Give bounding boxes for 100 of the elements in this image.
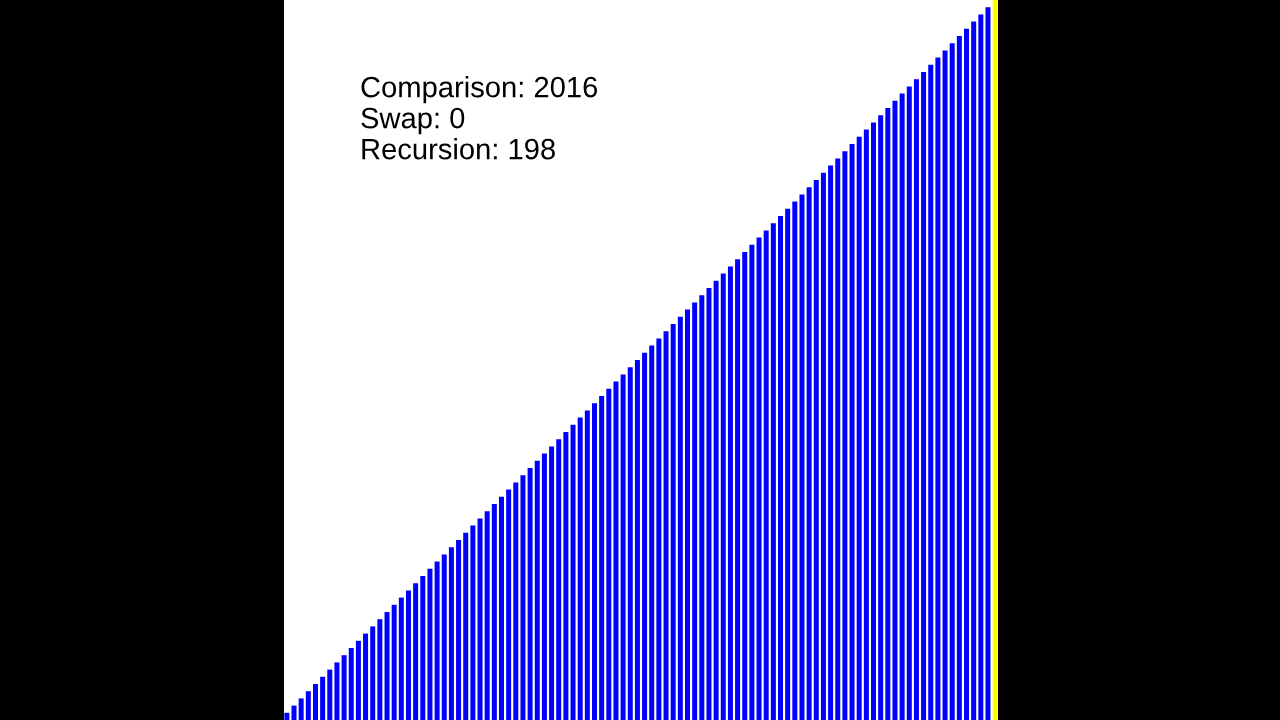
- bar: [627, 367, 633, 720]
- bar: [828, 165, 834, 720]
- bar: [563, 432, 569, 720]
- annotation: Recursion: 198: [362, 138, 555, 160]
- bar: [971, 21, 977, 720]
- bar: [498, 496, 504, 720]
- bar: [942, 50, 948, 720]
- bar: [549, 446, 555, 720]
- bar: [785, 208, 791, 720]
- bar: [541, 453, 547, 720]
- bar: [327, 669, 333, 720]
- bar: [892, 100, 898, 720]
- bar: [577, 417, 583, 720]
- bar: [692, 302, 698, 720]
- bar: [913, 79, 919, 720]
- bar: [355, 640, 361, 720]
- bar: [448, 547, 454, 720]
- bar: [871, 122, 877, 720]
- bar: [713, 280, 719, 720]
- bar: [599, 396, 605, 720]
- bar: [799, 194, 805, 720]
- bar: [699, 295, 705, 720]
- bar: [441, 554, 447, 720]
- bar: [685, 309, 691, 720]
- bar: [384, 612, 390, 720]
- bar: [756, 237, 762, 720]
- bar: [820, 172, 826, 720]
- bar: [634, 360, 640, 720]
- bar: [291, 705, 297, 720]
- bar: [885, 108, 891, 720]
- bar: [584, 410, 590, 720]
- bar: [792, 201, 798, 720]
- bar: [491, 504, 497, 720]
- bar: [456, 540, 462, 720]
- bar: [305, 691, 311, 720]
- bar: [298, 698, 304, 720]
- bar: [770, 223, 776, 720]
- bar: [863, 129, 869, 720]
- bar: [620, 374, 626, 720]
- bar: [949, 43, 955, 720]
- bar: [520, 475, 526, 720]
- bar: [377, 619, 383, 720]
- bar: [806, 187, 812, 720]
- bar: [670, 324, 676, 720]
- bar: [477, 518, 483, 720]
- bar: [613, 381, 619, 720]
- bar: [849, 144, 855, 720]
- bar: [434, 561, 440, 720]
- bar: [506, 489, 512, 720]
- bar: [899, 93, 905, 720]
- bar: [835, 158, 841, 720]
- bar: [341, 655, 347, 720]
- bar: [985, 7, 991, 720]
- bar: [398, 597, 404, 720]
- bar: [370, 626, 376, 720]
- bar: [813, 180, 819, 720]
- bar: [956, 36, 962, 720]
- bar: [391, 604, 397, 720]
- annotation: Comparison: 2016: [361, 76, 598, 104]
- bar: [677, 316, 683, 720]
- bar: [470, 525, 476, 720]
- bar: [348, 648, 354, 720]
- bar: [842, 151, 848, 720]
- bar: [878, 115, 884, 720]
- bar: [978, 14, 984, 720]
- bar: [992, 0, 998, 720]
- bar: [320, 676, 326, 720]
- bar: [606, 388, 612, 720]
- bar: [856, 136, 862, 720]
- bar: [556, 439, 562, 720]
- bar: [663, 331, 669, 720]
- bar: [484, 511, 490, 720]
- bar: [284, 712, 290, 720]
- bar: [363, 633, 369, 720]
- bar: [420, 576, 426, 720]
- bar: [334, 662, 340, 720]
- bar: [312, 684, 318, 720]
- bar: [742, 252, 748, 720]
- bar: [513, 482, 519, 720]
- bar: [463, 532, 469, 720]
- bar: [964, 28, 970, 720]
- bar: [649, 345, 655, 720]
- bar: [427, 568, 433, 720]
- annotation: Swap: 0: [361, 107, 465, 135]
- bar: [642, 352, 648, 720]
- bar: [935, 57, 941, 720]
- bar: [720, 273, 726, 720]
- bar: [656, 338, 662, 720]
- bar: [413, 583, 419, 720]
- bar: [534, 460, 540, 720]
- bar: [735, 259, 741, 720]
- bar: [921, 72, 927, 720]
- bar: [749, 244, 755, 720]
- bar: [906, 86, 912, 720]
- bar: [591, 403, 597, 720]
- bar: [778, 216, 784, 720]
- bar: [928, 64, 934, 720]
- bar: [727, 266, 733, 720]
- bar: [706, 288, 712, 720]
- bar: [405, 590, 411, 720]
